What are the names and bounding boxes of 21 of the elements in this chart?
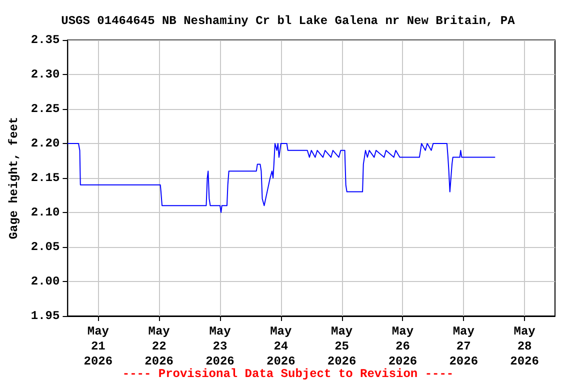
x-tick-label: May 27 2026 [449, 324, 478, 368]
y-tick-label: 2.00 [30, 274, 60, 288]
x-tick-label: May 24 2026 [266, 324, 296, 368]
y-tick-label: 2.05 [30, 240, 60, 254]
y-tick-label: 1.95 [30, 309, 60, 323]
x-tick-label: May 28 2026 [510, 324, 539, 368]
y-axis-title: Gage height, feet [7, 116, 21, 240]
text: ---- Provisional Data Subject to Revision ---- [122, 367, 454, 381]
y-tick-label: 2.10 [30, 206, 60, 220]
x-tick-label: May 22 2026 [144, 324, 174, 368]
y-tick-label: 2.35 [30, 33, 60, 47]
x-tick-label: May 21 2026 [84, 324, 113, 368]
x-tick-label: May 23 2026 [206, 324, 234, 368]
line-series [67, 143, 496, 213]
x-tick-label: May 26 2026 [388, 324, 418, 368]
y-tick-label: 2.30 [30, 68, 60, 82]
y-tick-label: 2.25 [30, 102, 60, 116]
x-tick-label: May 25 2026 [327, 324, 356, 368]
chart-title: USGS 01464645 NB Neshaminy Cr bl Lake Galena nr New Britain, PA [61, 14, 516, 28]
y-tick-label: 2.20 [30, 136, 60, 150]
y-tick-label: 2.15 [30, 171, 60, 185]
